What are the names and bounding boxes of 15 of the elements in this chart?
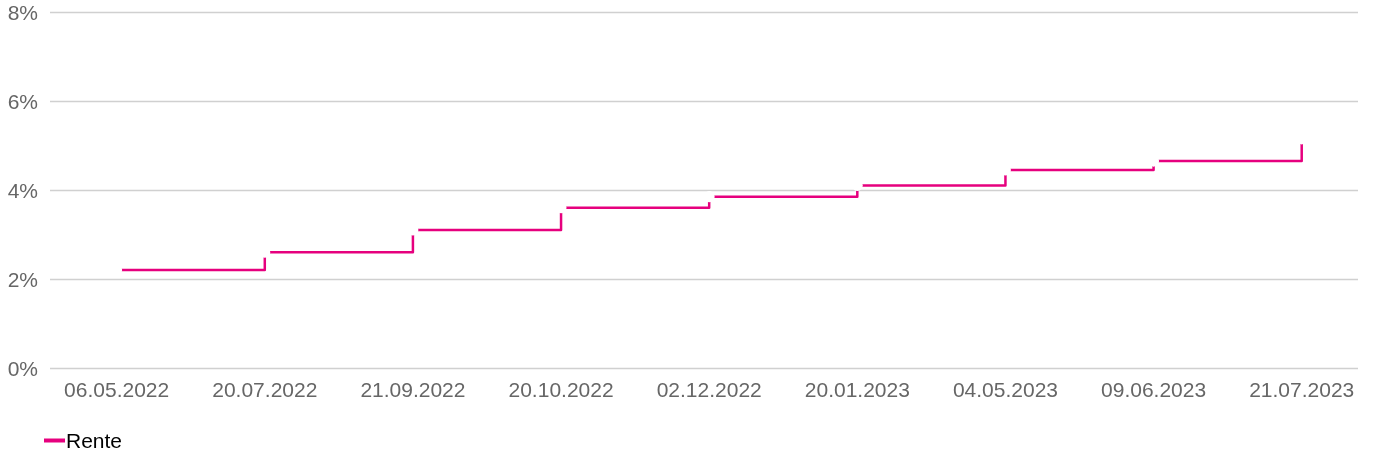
y-tick-label: 4% <box>7 178 38 202</box>
y-tick-label: 2% <box>7 267 38 291</box>
x-tick-label: 20.07.2022 <box>212 378 318 401</box>
y-tick-label: 8% <box>7 0 38 24</box>
x-tick-label: 21.07.2023 <box>1249 378 1355 401</box>
x-tick-label: 20.10.2022 <box>508 378 614 401</box>
legend-label: Rente <box>66 429 123 452</box>
y-tick-label: 6% <box>7 89 38 113</box>
x-tick-label: 21.09.2022 <box>360 378 466 401</box>
x-tick-label: 20.01.2023 <box>804 378 910 401</box>
x-tick-label: 02.12.2022 <box>656 378 762 401</box>
x-tick-label: 06.05.2022 <box>64 378 170 401</box>
x-tick-label: 09.06.2023 <box>1101 378 1207 401</box>
x-tick-label: 04.05.2023 <box>952 378 1058 401</box>
y-tick-label: 0% <box>7 356 38 380</box>
